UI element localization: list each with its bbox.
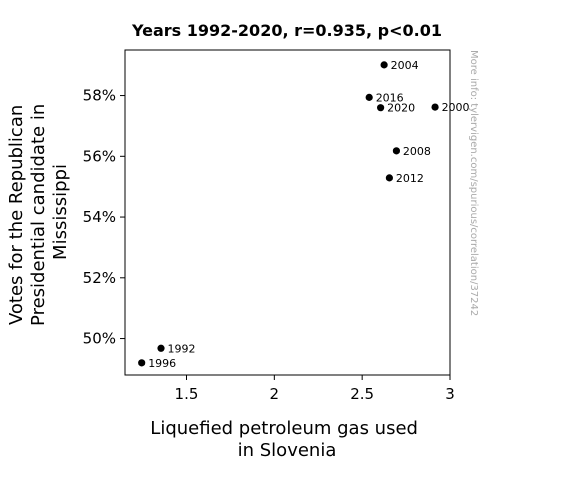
x-tick-label: 1.5 [175,385,199,403]
x-tick-label: 2.5 [350,385,374,403]
y-tick-label: 54% [83,208,116,226]
y-axis-label-line-3: Mississippi [50,164,71,260]
x-axis-label-line-2: in Slovenia [238,440,337,461]
y-tick-label: 58% [83,87,116,105]
data-point-label: 2012 [396,172,424,185]
chart-title: Years 1992-2020, r=0.935, p<0.01 [131,21,442,40]
data-point-label: 2016 [376,91,404,104]
y-axis: 50% 52% 54% 56% 58% [83,87,125,348]
data-point-label: 1992 [168,342,196,355]
data-point [365,93,373,101]
y-axis-label-line-1: Votes for the Republican [6,105,27,325]
y-axis-label-line-2: Presidential candidate in [28,104,49,326]
data-point [380,61,388,69]
y-tick-label: 50% [83,330,116,348]
data-point [385,174,393,182]
data-point-label: 2008 [403,145,431,158]
data-point-label: 2004 [391,59,419,72]
x-tick-label: 3 [445,385,455,403]
source-watermark: More info: tylervigen.com/spurious/corre… [468,50,479,316]
y-tick-label: 52% [83,269,116,287]
data-point-label: 2000 [442,101,470,114]
y-axis-label: Votes for the Republican Presidential ca… [6,98,71,326]
data-point [431,103,439,111]
x-axis: 1.5 2 2.5 3 [175,375,455,403]
data-point [377,104,385,112]
data-point [157,344,165,352]
data-point-label: 2020 [387,102,415,115]
data-point [138,359,146,367]
y-tick-label: 56% [83,147,116,165]
x-tick-label: 2 [270,385,280,403]
data-point [392,147,401,155]
data-point-label: 1996 [148,357,176,370]
x-axis-label: Liquefied petroleum gas used in Slovenia [150,418,423,461]
plot-area [124,49,451,376]
x-axis-label-line-1: Liquefied petroleum gas used [150,418,418,439]
